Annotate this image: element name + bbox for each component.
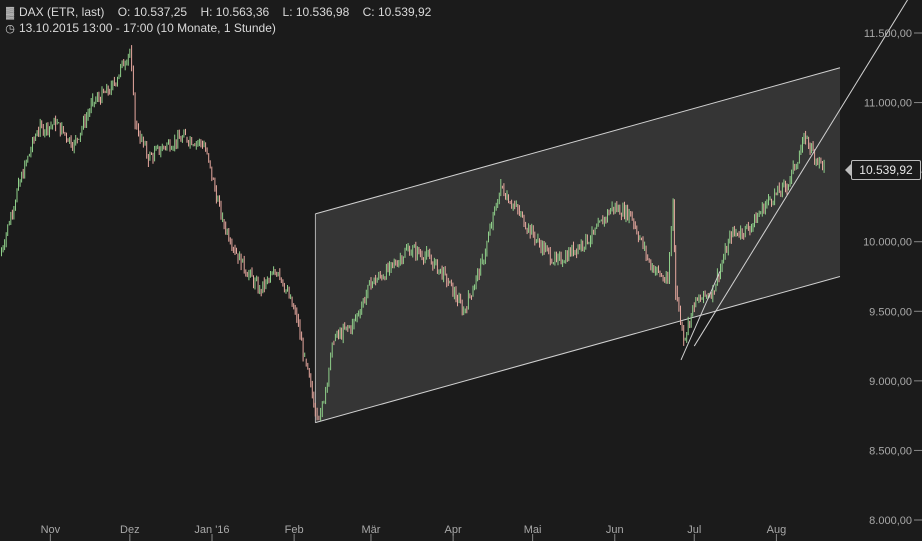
close-value: 10.539,92 (377, 5, 432, 19)
chart-header: ▓ DAX (ETR, last) O: 10.537,25 H: 10.563,… (4, 5, 431, 19)
x-tick-label: Aug (767, 524, 787, 536)
x-tick-label: Feb (285, 524, 304, 536)
y-tick-label: 9.500,00 (869, 306, 912, 318)
x-tick-label: Mai (524, 524, 542, 536)
channel-upper-line (315, 67, 841, 215)
open-value: 10.537,25 (133, 5, 188, 19)
steep-trend-line (680, 271, 721, 361)
y-tick-label: 9.000,00 (869, 376, 912, 388)
y-tick-label: 8.000,00 (869, 515, 912, 527)
trend-lines (680, 0, 909, 361)
clock-icon: ◷ (5, 23, 15, 35)
x-axis: Nov Dez Jan '16 Feb Mär Apr Mai Jun Jul Aug (41, 524, 787, 541)
x-tick-label: Apr (445, 524, 462, 536)
x-tick-label: Jul (687, 524, 701, 536)
period-line: ◷ 13.10.2015 13:00 - 17:00 (10 Monate, 1 … (4, 21, 276, 35)
x-tick-label: Jan '16 (194, 524, 229, 536)
price-series (1, 45, 825, 421)
period-text: 13.10.2015 13:00 - 17:00 (10 Monate, 1 S… (19, 21, 276, 35)
x-tick-label: Mär (362, 524, 381, 536)
open-label: O: (117, 5, 131, 19)
x-tick-label: Jun (606, 524, 624, 536)
x-tick-label: Nov (41, 524, 61, 536)
low-label: L: (282, 5, 293, 19)
y-tick-label: 11.000,00 (864, 98, 912, 110)
x-tick-label: Dez (120, 524, 140, 536)
y-tick-label: 8.500,00 (869, 445, 912, 457)
y-tick-label: 11.500,00 (864, 28, 912, 40)
y-tick-label: 10.000,00 (863, 237, 912, 249)
instrument-name: DAX (ETR, last) (19, 5, 105, 19)
channel-lower-line (315, 276, 841, 424)
rising-trend-line (693, 0, 909, 347)
bar-chart-icon: ▓ (5, 7, 15, 19)
close-label: C: (362, 5, 375, 19)
y-axis: 8.000,00 8.500,00 9.000,00 9.500,00 10.000,0… (863, 28, 922, 527)
high-label: H: (200, 5, 213, 19)
last-price-marker: 10.539,92 (845, 160, 921, 180)
high-value: 10.563,36 (215, 5, 270, 19)
low-value: 10.536,98 (295, 5, 350, 19)
